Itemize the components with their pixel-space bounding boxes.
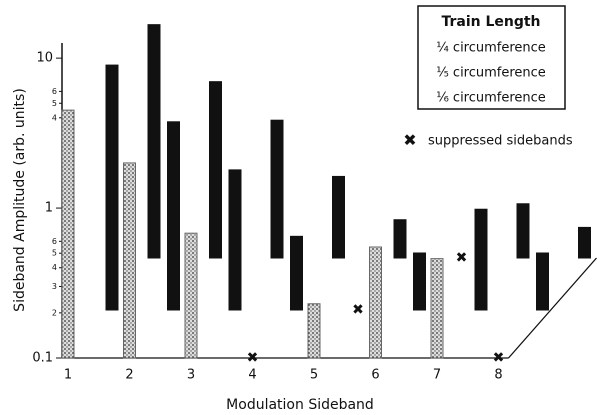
- bar: [332, 175, 345, 259]
- bar: [516, 203, 530, 259]
- bar: [270, 119, 284, 259]
- y-tick-label: 6: [52, 237, 57, 246]
- suppressed-mark: ✖: [493, 350, 505, 366]
- bar: [61, 109, 75, 359]
- bar: [123, 162, 136, 359]
- y-tick-label: 1: [45, 201, 53, 216]
- x-tick-label: 5: [310, 368, 318, 383]
- bar: [184, 232, 198, 359]
- y-tick-label: 6: [52, 87, 57, 96]
- bar: [167, 121, 180, 311]
- bar: [290, 235, 303, 311]
- x-tick-label: 4: [248, 368, 256, 383]
- legend-entry: ⅙ circumference: [436, 91, 546, 106]
- bar: [105, 64, 119, 311]
- y-tick-label: 4: [52, 113, 57, 122]
- x-tick-label: 1: [64, 368, 72, 383]
- y-tick-label: 0.1: [32, 351, 53, 366]
- bar: [228, 169, 242, 311]
- suppressed-mark: ✖: [456, 250, 468, 266]
- bar: [536, 252, 549, 311]
- x-axis-label: Modulation Sideband: [226, 397, 374, 413]
- legend-entry: ⅕ circumference: [436, 66, 546, 81]
- y-tick-label: 10: [36, 51, 53, 66]
- bar: [474, 208, 488, 311]
- x-tick-label: 7: [433, 368, 441, 383]
- y-axis-label: Sideband Amplitude (arb. units): [12, 88, 28, 312]
- suppressed-symbol: ✖: [403, 131, 416, 150]
- x-tick-label: 3: [187, 368, 195, 383]
- x-tick-label: 6: [371, 368, 379, 383]
- suppressed-mark: ✖: [352, 302, 364, 318]
- x-tick-label: 2: [125, 368, 133, 383]
- bar: [430, 258, 444, 359]
- y-tick-label: 5: [52, 99, 57, 108]
- bar: [307, 303, 321, 359]
- bar: [147, 24, 161, 259]
- suppressed-mark: ✖: [247, 350, 259, 366]
- floor-edge: [508, 257, 597, 359]
- bar: [369, 246, 382, 359]
- suppressed-label: suppressed sidebands: [428, 134, 573, 149]
- legend-entry: ¼ circumference: [436, 41, 546, 56]
- y-tick-label: 4: [52, 263, 57, 272]
- bar: [393, 219, 407, 259]
- x-tick-label: 8: [494, 368, 502, 383]
- legend-box: [417, 5, 566, 110]
- y-tick-label: 2: [52, 308, 57, 317]
- bar: [209, 81, 222, 259]
- legend-title: Train Length: [441, 14, 540, 30]
- bar: [578, 226, 591, 259]
- y-tick-label: 5: [52, 249, 57, 258]
- bar: [413, 252, 426, 311]
- y-tick-label: 3: [52, 282, 57, 291]
